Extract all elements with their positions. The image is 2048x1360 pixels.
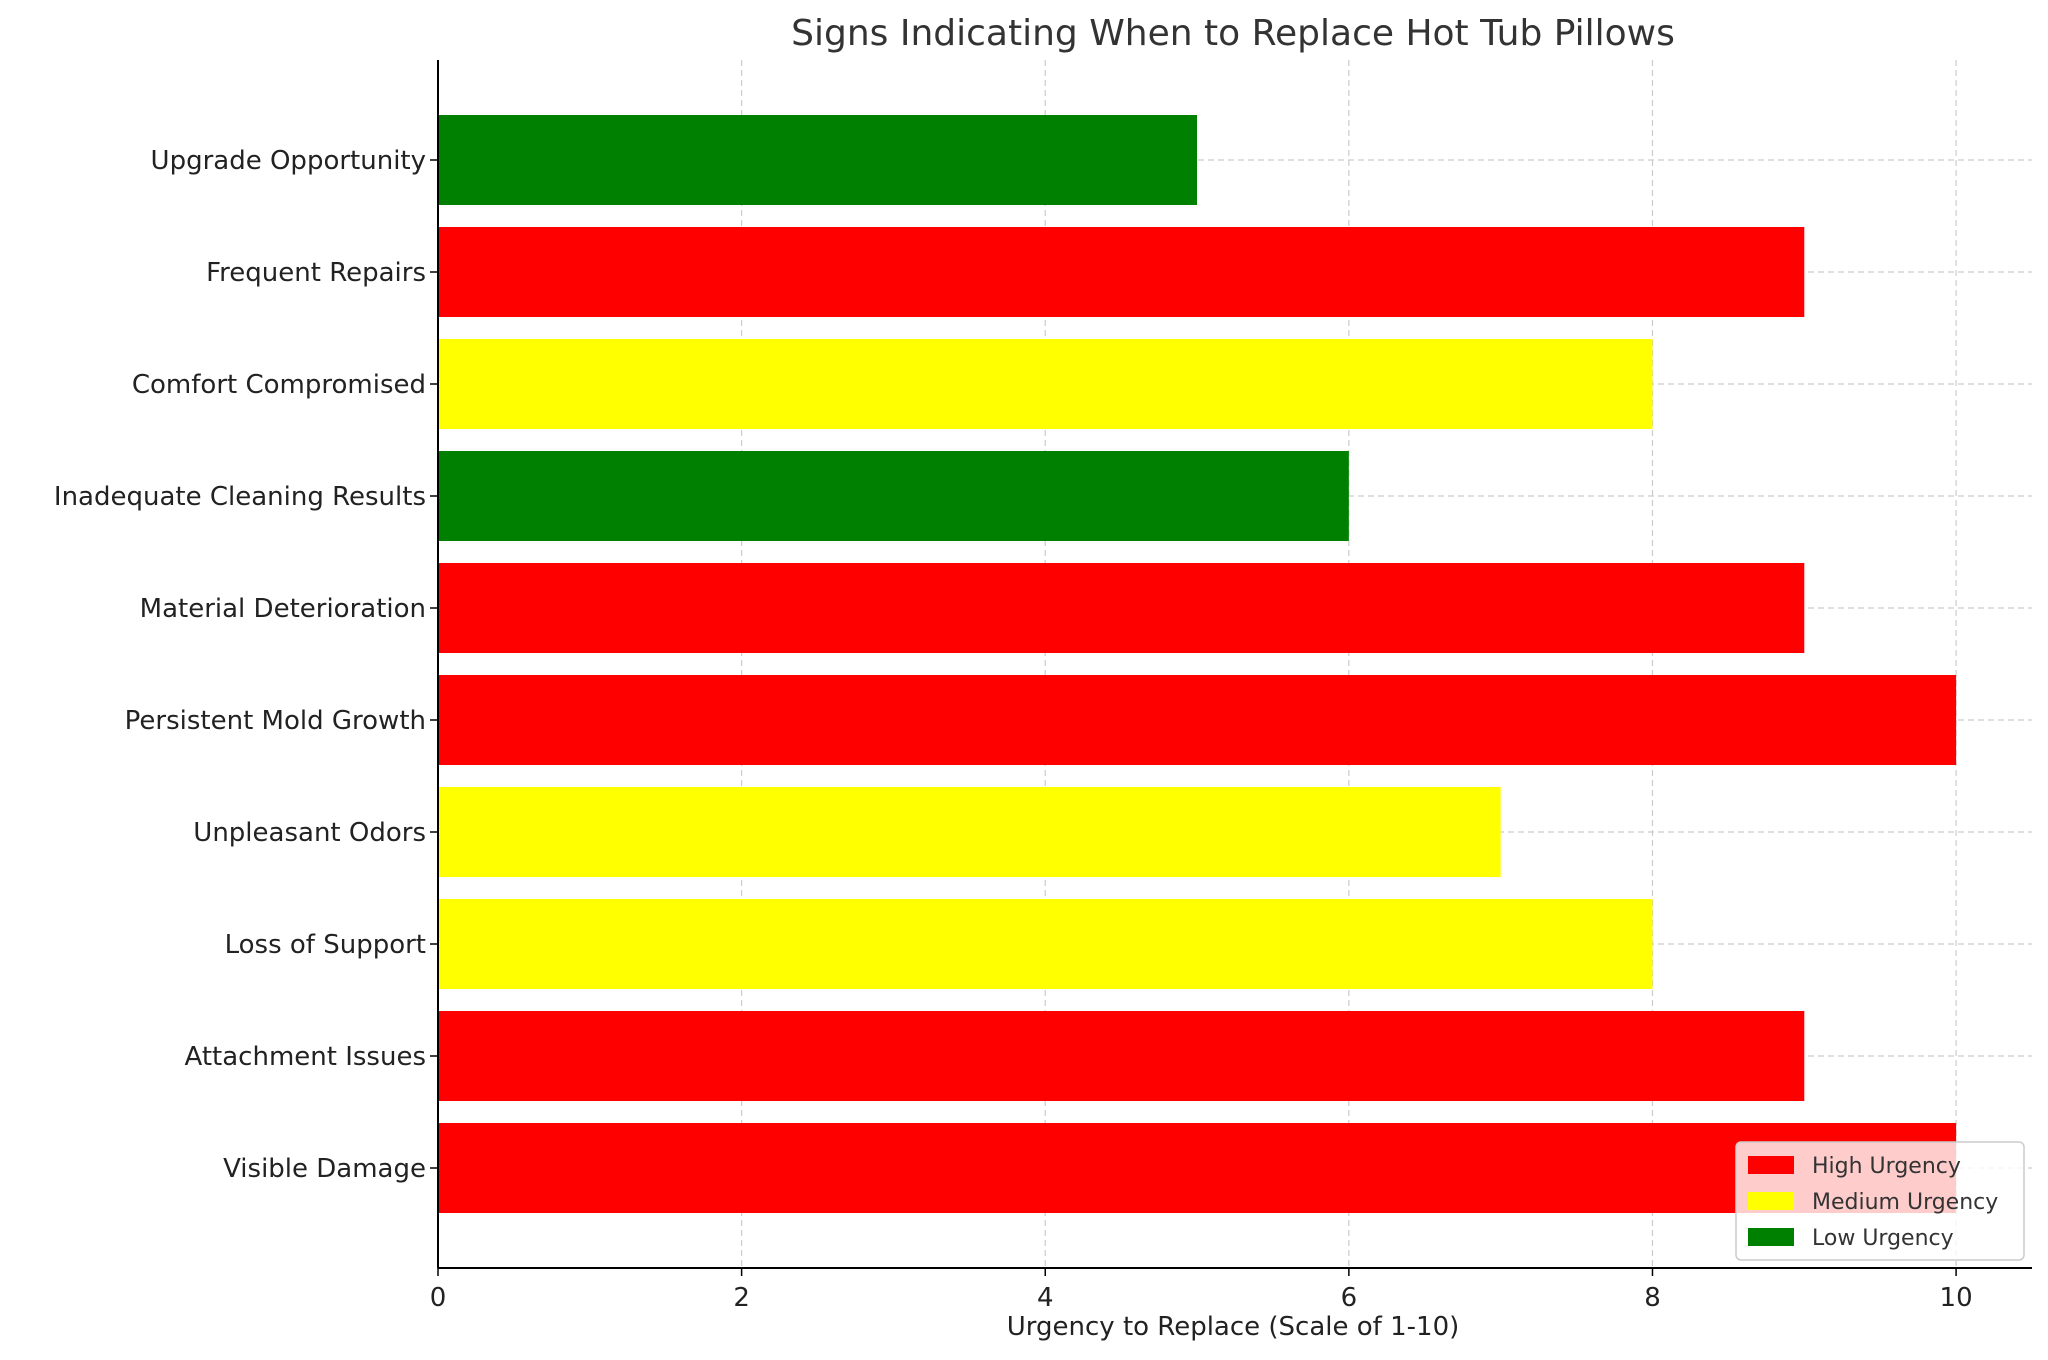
y-tick-label: Upgrade Opportunity [151,146,426,176]
x-tick-label: 8 [1644,1283,1661,1313]
legend-label: Medium Urgency [1812,1190,1998,1215]
legend-swatch [1748,1156,1794,1174]
y-tick-label: Frequent Repairs [206,258,426,288]
bar [438,227,1805,317]
bars [438,115,1957,1213]
legend-swatch [1748,1192,1794,1210]
bar [438,899,1653,989]
chart-title: Signs Indicating When to Replace Hot Tub… [791,13,1675,54]
y-tick-labels: Visible Damage Attachment Issues Loss of S… [54,146,426,1184]
legend: High Urgency Medium Urgency Low Urgency [1735,1141,2025,1261]
bar [438,339,1653,429]
y-tick-label: Comfort Compromised [132,370,426,400]
x-tick-labels: 0 2 4 6 8 10 [430,1283,1973,1313]
y-tick-label: Unpleasant Odors [193,818,426,848]
x-tick-label: 2 [733,1283,750,1313]
legend-label: Low Urgency [1812,1226,1954,1251]
x-tick-label: 0 [430,1283,447,1313]
bar [438,675,1957,765]
bar [438,451,1349,541]
x-axis-label: Urgency to Replace (Scale of 1-10) [1007,1312,1460,1342]
y-tick-label: Persistent Mold Growth [125,706,426,736]
legend-box [1735,1141,2025,1261]
y-tick-label: Visible Damage [223,1154,426,1184]
legend-swatch [1748,1228,1794,1246]
y-tick-label: Material Deterioration [140,594,426,624]
bar [438,115,1198,205]
bar [438,1011,1805,1101]
y-tick-label: Attachment Issues [185,1042,426,1072]
legend-label: High Urgency [1812,1154,1961,1179]
x-tick-label: 10 [1940,1283,1973,1313]
axes [430,60,2032,1276]
x-tick-label: 4 [1037,1283,1054,1313]
bar [438,787,1501,877]
y-tick-label: Loss of Support [225,930,426,960]
y-tick-label: Inadequate Cleaning Results [54,482,426,512]
bar [438,1123,1957,1213]
bar [438,563,1805,653]
x-tick-label: 6 [1341,1283,1358,1313]
